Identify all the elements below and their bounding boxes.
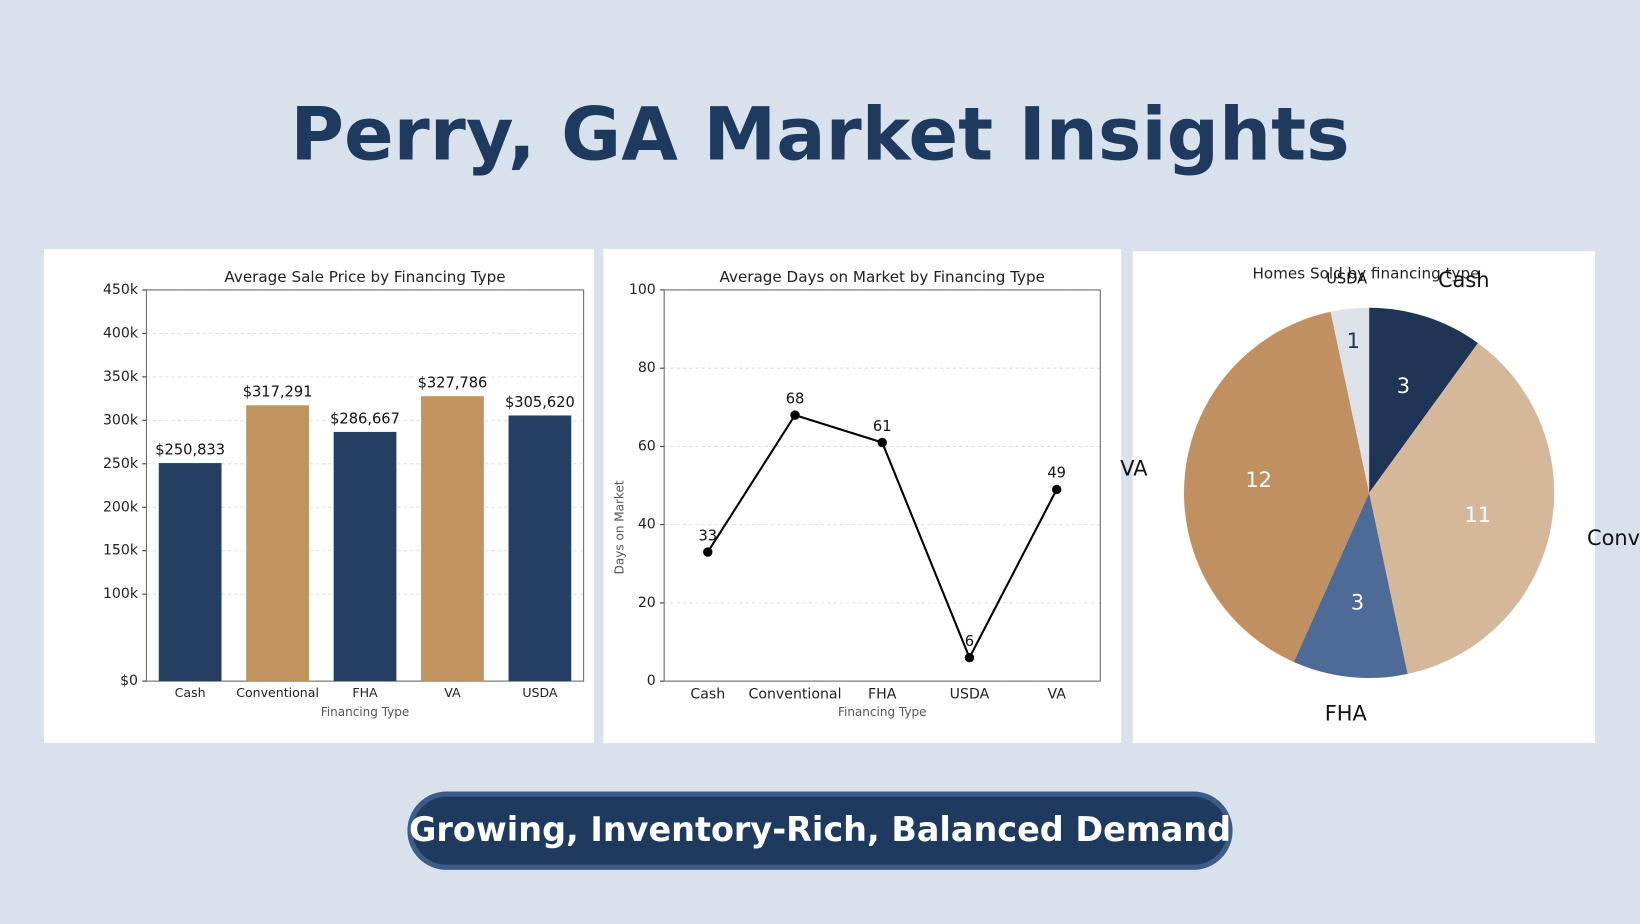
x-tick-label: FHA [352, 685, 378, 700]
pie-slice [1369, 307, 1478, 493]
x-tick-label: USDA [522, 685, 558, 700]
y-tick-label: 60 [638, 438, 656, 454]
x-tick-label: Conventional [749, 687, 842, 703]
x-axis-label: Financing Type [838, 705, 927, 719]
y-tick-label: 20 [638, 595, 656, 611]
y-tick-label: 100k [103, 586, 139, 602]
data-label: 33 [698, 527, 717, 544]
chart-title: Average Sale Price by Financing Type [224, 268, 505, 286]
bar [333, 431, 397, 682]
x-axis-label: Financing Type [321, 705, 410, 719]
data-label: 68 [786, 390, 805, 407]
panel [603, 249, 1122, 743]
point [877, 437, 887, 448]
slice-label: VA [1120, 457, 1148, 481]
data-label: $317,291 [243, 384, 313, 401]
y-tick-label: 100 [629, 282, 656, 298]
y-tick-label: 300k [103, 412, 139, 428]
data-label: $305,620 [505, 394, 575, 411]
pie-slice [1293, 492, 1408, 678]
tagline-badge [407, 791, 1233, 870]
data-label: $250,833 [155, 442, 225, 459]
y-axis-label: Days on Market [613, 480, 627, 574]
x-tick-label: USDA [950, 687, 990, 703]
slice-label: FHA [1325, 701, 1368, 725]
bar [158, 463, 222, 682]
data-label: 6 [965, 633, 974, 650]
y-tick-label: 0 [647, 673, 656, 689]
x-tick-label: VA [444, 685, 461, 700]
point [964, 652, 975, 663]
slice-value: 12 [1245, 468, 1272, 492]
bar [508, 415, 572, 682]
slice-value: 11 [1464, 503, 1491, 527]
bar [246, 405, 309, 682]
page-title: Perry, GA Market Insights [290, 92, 1349, 177]
y-tick-label: 200k [103, 499, 139, 515]
slice-label: Conventional [1587, 526, 1640, 550]
x-tick-label: Conventional [236, 685, 319, 700]
bar [421, 396, 484, 682]
data-label: 61 [873, 418, 892, 435]
x-tick-label: VA [1047, 687, 1066, 703]
y-tick-label: 80 [638, 360, 656, 376]
plot-frame [663, 289, 1101, 682]
y-tick-label: 250k [103, 456, 139, 472]
slice-label: Cash [1438, 268, 1490, 292]
y-tick-label: 450k [103, 282, 139, 298]
y-tick-label: 400k [103, 325, 139, 341]
point [790, 410, 800, 420]
tagline: Growing, Inventory-Rich, Balanced Demand [409, 810, 1231, 849]
x-tick-label: Cash [175, 685, 206, 700]
point [1051, 484, 1062, 495]
data-label: 49 [1047, 465, 1066, 482]
chart-title: Homes Sold by financing type [1253, 265, 1480, 283]
x-tick-label: Cash [690, 687, 725, 703]
y-tick-label: 40 [638, 517, 656, 533]
pie-slice [1330, 307, 1370, 493]
slice-label: USDA [1326, 271, 1367, 288]
chart-title: Average Days on Market by Financing Type [720, 268, 1045, 286]
slice-value: 3 [1351, 590, 1364, 614]
y-tick-label: 350k [103, 369, 139, 385]
pie-slice [1183, 311, 1370, 662]
panel [43, 249, 595, 743]
x-tick-label: FHA [868, 687, 897, 703]
slice-value: 1 [1347, 329, 1360, 353]
point [703, 547, 713, 557]
y-tick-label: $0 [120, 673, 138, 689]
data-label: $327,786 [418, 375, 488, 392]
data-label: $286,667 [330, 410, 400, 427]
y-tick-label: 150k [103, 543, 139, 559]
pie-slice [1369, 343, 1555, 674]
slice-value: 3 [1397, 374, 1410, 398]
